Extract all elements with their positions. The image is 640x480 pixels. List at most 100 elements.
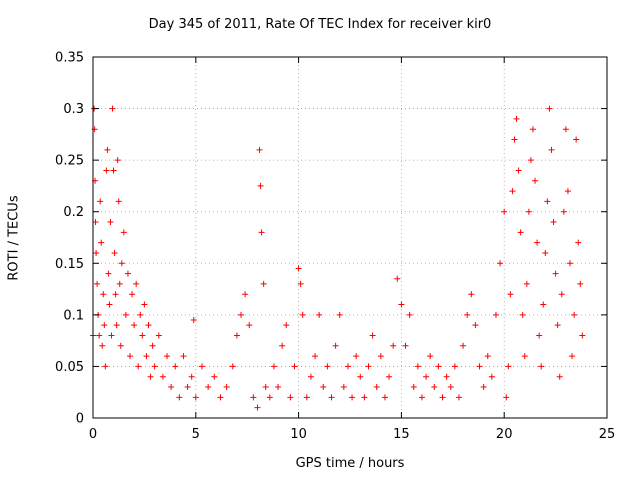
data-point bbox=[558, 291, 565, 298]
y-tick-label: 0.1 bbox=[63, 308, 84, 323]
data-point bbox=[107, 219, 114, 226]
data-point bbox=[257, 182, 264, 189]
data-point bbox=[149, 342, 156, 349]
data-point bbox=[258, 229, 265, 236]
data-point bbox=[190, 317, 197, 324]
data-point bbox=[344, 363, 351, 370]
data-point bbox=[192, 394, 199, 401]
data-point bbox=[402, 342, 409, 349]
data-point bbox=[307, 373, 314, 380]
data-point bbox=[176, 394, 183, 401]
data-point bbox=[211, 373, 218, 380]
data-point bbox=[99, 342, 106, 349]
y-tick-label: 0.35 bbox=[55, 51, 84, 66]
data-point bbox=[312, 353, 319, 360]
data-point bbox=[164, 353, 171, 360]
data-point bbox=[283, 322, 290, 329]
data-point bbox=[340, 384, 347, 391]
data-point bbox=[127, 353, 134, 360]
data-point bbox=[476, 363, 483, 370]
data-point bbox=[505, 363, 512, 370]
data-point bbox=[569, 353, 576, 360]
data-point bbox=[472, 322, 479, 329]
data-point bbox=[117, 342, 124, 349]
data-point bbox=[540, 301, 547, 308]
data-point bbox=[118, 260, 125, 267]
grid-lines bbox=[93, 57, 607, 418]
data-point bbox=[554, 322, 561, 329]
data-point bbox=[410, 384, 417, 391]
data-point bbox=[129, 291, 136, 298]
data-point bbox=[262, 384, 269, 391]
data-point bbox=[124, 270, 131, 277]
data-point bbox=[143, 353, 150, 360]
data-point bbox=[151, 363, 158, 370]
data-point bbox=[575, 239, 582, 246]
data-point bbox=[159, 373, 166, 380]
data-point bbox=[139, 332, 146, 339]
data-point bbox=[525, 208, 532, 215]
data-point bbox=[104, 146, 111, 153]
data-point bbox=[431, 384, 438, 391]
y-tick-label: 0.3 bbox=[63, 102, 84, 117]
data-point bbox=[353, 353, 360, 360]
data-point bbox=[532, 177, 539, 184]
y-tick-label: 0.2 bbox=[63, 205, 84, 220]
data-point bbox=[114, 157, 121, 164]
data-point bbox=[295, 265, 302, 272]
data-point bbox=[562, 126, 569, 133]
data-point bbox=[116, 280, 123, 287]
data-point bbox=[527, 157, 534, 164]
x-tick-label: 10 bbox=[290, 427, 307, 442]
data-point bbox=[229, 363, 236, 370]
data-point bbox=[521, 353, 528, 360]
data-point bbox=[254, 404, 261, 411]
data-point bbox=[571, 311, 578, 318]
axis-ticks: 0 5 10 15 20 25 0 0.05 0.1 0.15 0.2 0.25 0.3 0.35 bbox=[55, 51, 615, 443]
data-point bbox=[184, 384, 191, 391]
data-point bbox=[492, 311, 499, 318]
y-tick-label: 0.05 bbox=[55, 360, 84, 375]
data-point bbox=[188, 373, 195, 380]
data-point bbox=[102, 363, 109, 370]
data-point bbox=[122, 311, 129, 318]
x-tick-label: 15 bbox=[393, 427, 410, 442]
data-point bbox=[544, 198, 551, 205]
y-tick-label: 0 bbox=[76, 412, 84, 427]
data-point bbox=[361, 394, 368, 401]
data-point bbox=[110, 167, 117, 174]
data-point bbox=[503, 394, 510, 401]
data-point bbox=[447, 384, 454, 391]
data-point bbox=[205, 384, 212, 391]
data-point bbox=[550, 219, 557, 226]
data-point bbox=[101, 322, 108, 329]
data-point bbox=[517, 229, 524, 236]
data-point bbox=[112, 291, 119, 298]
data-point bbox=[106, 301, 113, 308]
data-point bbox=[509, 188, 516, 195]
data-point bbox=[534, 239, 541, 246]
data-point bbox=[316, 311, 323, 318]
data-point bbox=[133, 280, 140, 287]
data-point bbox=[418, 394, 425, 401]
x-tick-label: 25 bbox=[599, 427, 616, 442]
data-point bbox=[105, 270, 112, 277]
data-point bbox=[542, 249, 549, 256]
data-point bbox=[103, 167, 110, 174]
data-point bbox=[287, 394, 294, 401]
data-point bbox=[357, 373, 364, 380]
data-point bbox=[369, 332, 376, 339]
data-point bbox=[515, 167, 522, 174]
data-point bbox=[332, 342, 339, 349]
data-point bbox=[451, 363, 458, 370]
data-point bbox=[217, 394, 224, 401]
data-point bbox=[507, 291, 514, 298]
data-point bbox=[115, 198, 122, 205]
data-point bbox=[394, 275, 401, 282]
data-point bbox=[529, 126, 536, 133]
data-point bbox=[349, 394, 356, 401]
data-point bbox=[324, 363, 331, 370]
data-point bbox=[97, 198, 104, 205]
x-axis-label: GPS time / hours bbox=[295, 456, 405, 471]
y-tick-label: 0.25 bbox=[55, 154, 84, 169]
